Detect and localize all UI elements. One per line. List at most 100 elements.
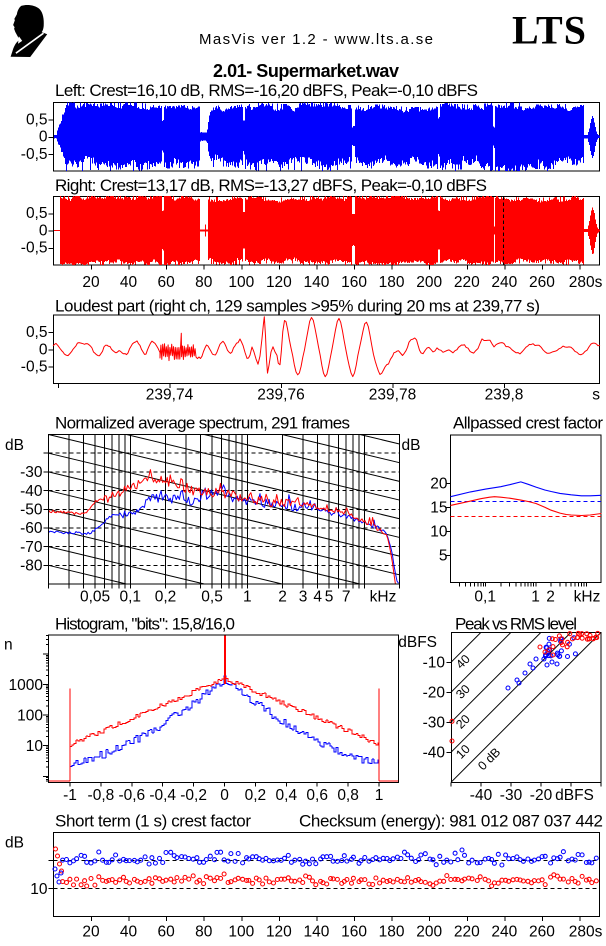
svg-text:-0,2: -0,2 — [180, 787, 207, 804]
svg-text:10: 10 — [430, 524, 448, 541]
svg-text:15: 15 — [430, 500, 447, 517]
svg-text:dB: dB — [402, 437, 421, 454]
svg-text:-30: -30 — [500, 787, 523, 804]
svg-text:7: 7 — [342, 589, 351, 606]
svg-text:80: 80 — [195, 924, 213, 941]
svg-text:0,5: 0,5 — [26, 112, 48, 129]
svg-text:-80: -80 — [20, 558, 43, 575]
svg-text:Right: Crest=13,17 dB, RMS=-13: Right: Crest=13,17 dB, RMS=-13,27 dBFS, … — [55, 176, 487, 195]
svg-text:100: 100 — [228, 924, 254, 941]
svg-text:100: 100 — [228, 274, 254, 291]
svg-text:180: 180 — [379, 274, 405, 291]
svg-text:0: 0 — [220, 787, 229, 804]
svg-text:120: 120 — [266, 924, 292, 941]
svg-text:5: 5 — [439, 548, 448, 565]
svg-text:0,5: 0,5 — [26, 324, 48, 341]
svg-text:1: 1 — [243, 589, 252, 606]
svg-text:-0,5: -0,5 — [21, 359, 48, 376]
svg-text:280s: 280s — [569, 274, 603, 291]
svg-text:100: 100 — [17, 707, 43, 724]
svg-text:239,8: 239,8 — [485, 387, 524, 404]
svg-text:200: 200 — [416, 924, 442, 941]
svg-text:280s: 280s — [569, 924, 603, 941]
svg-text:-30: -30 — [20, 464, 43, 481]
svg-text:-30: -30 — [423, 715, 446, 732]
svg-text:kHz: kHz — [370, 589, 397, 606]
svg-text:2.01- Supermarket.wav: 2.01- Supermarket.wav — [213, 61, 399, 81]
svg-text:-40: -40 — [20, 483, 43, 500]
svg-text:260: 260 — [529, 924, 555, 941]
svg-text:220: 220 — [454, 274, 480, 291]
svg-text:Histogram, "bits": 15,8/16,0: Histogram, "bits": 15,8/16,0 — [55, 615, 235, 634]
svg-text:4: 4 — [313, 589, 322, 606]
svg-text:0: 0 — [39, 222, 48, 239]
svg-text:-50: -50 — [20, 502, 43, 519]
svg-text:Peak vs RMS level: Peak vs RMS level — [455, 615, 577, 634]
svg-text:20: 20 — [82, 924, 100, 941]
svg-text:dBFS: dBFS — [398, 634, 437, 651]
svg-text:40: 40 — [120, 924, 138, 941]
svg-text:220: 220 — [454, 924, 480, 941]
svg-text:-1: -1 — [63, 787, 77, 804]
svg-text:0,8: 0,8 — [337, 787, 359, 804]
svg-text:10: 10 — [26, 738, 44, 755]
svg-text:Checksum (energy): 981 012 08: Checksum (energy): 981 012 087 037 442 — [299, 812, 603, 831]
svg-text:10: 10 — [30, 881, 48, 898]
svg-text:20: 20 — [430, 476, 448, 493]
svg-text:0,05: 0,05 — [80, 589, 110, 606]
svg-text:1: 1 — [375, 787, 384, 804]
svg-text:0,2: 0,2 — [245, 787, 267, 804]
svg-text:-70: -70 — [20, 539, 43, 556]
svg-text:180: 180 — [379, 924, 405, 941]
svg-text:LTS: LTS — [512, 8, 586, 53]
svg-text:1000: 1000 — [9, 677, 44, 694]
svg-text:-10: -10 — [423, 655, 446, 672]
svg-text:-0,5: -0,5 — [21, 240, 48, 257]
svg-text:0,1: 0,1 — [474, 589, 496, 606]
svg-text:-20: -20 — [530, 787, 553, 804]
svg-text:0,5: 0,5 — [26, 205, 48, 222]
svg-text:240: 240 — [491, 924, 517, 941]
svg-text:-60: -60 — [20, 520, 43, 537]
svg-text:s: s — [592, 387, 600, 404]
svg-text:0: 0 — [39, 129, 48, 146]
svg-text:0,2: 0,2 — [155, 589, 177, 606]
svg-text:0,1: 0,1 — [119, 589, 141, 606]
svg-text:2: 2 — [278, 589, 287, 606]
svg-text:-0,8: -0,8 — [88, 787, 115, 804]
svg-text:5: 5 — [325, 589, 334, 606]
svg-text:140: 140 — [304, 274, 330, 291]
svg-text:2: 2 — [546, 589, 555, 606]
svg-text:20: 20 — [82, 274, 100, 291]
svg-text:Normalized average spectrum, 2: Normalized average spectrum, 291 frames — [55, 414, 350, 433]
svg-text:Left: Crest=16,10 dB, RMS=-16,: Left: Crest=16,10 dB, RMS=-16,20 dBFS, P… — [55, 81, 478, 100]
svg-text:260: 260 — [529, 274, 555, 291]
svg-text:80: 80 — [195, 274, 213, 291]
svg-text:40: 40 — [120, 274, 138, 291]
svg-text:240: 240 — [491, 274, 517, 291]
svg-text:60: 60 — [158, 274, 176, 291]
svg-text:1: 1 — [531, 589, 540, 606]
svg-text:dB: dB — [5, 835, 24, 852]
svg-text:239,76: 239,76 — [257, 387, 304, 404]
svg-text:160: 160 — [341, 924, 367, 941]
svg-text:-40: -40 — [470, 787, 493, 804]
svg-text:Allpassed crest factor: Allpassed crest factor — [453, 414, 603, 433]
svg-text:120: 120 — [266, 274, 292, 291]
svg-text:-20: -20 — [423, 685, 446, 702]
svg-text:239,78: 239,78 — [369, 387, 416, 404]
svg-text:3: 3 — [299, 589, 308, 606]
svg-text:-40: -40 — [423, 745, 446, 762]
svg-text:200: 200 — [416, 274, 442, 291]
svg-text:0,6: 0,6 — [306, 787, 328, 804]
svg-text:0: 0 — [39, 341, 48, 358]
svg-text:0,5: 0,5 — [201, 589, 223, 606]
svg-text:60: 60 — [158, 924, 176, 941]
svg-text:140: 140 — [304, 924, 330, 941]
svg-text:dB: dB — [5, 437, 24, 454]
svg-text:Short term (1 s) crest factor: Short term (1 s) crest factor — [55, 812, 251, 831]
svg-text:0,4: 0,4 — [276, 787, 298, 804]
svg-text:239,74: 239,74 — [146, 387, 194, 404]
svg-text:dBFS: dBFS — [555, 787, 594, 804]
svg-text:-0,5: -0,5 — [21, 146, 48, 163]
